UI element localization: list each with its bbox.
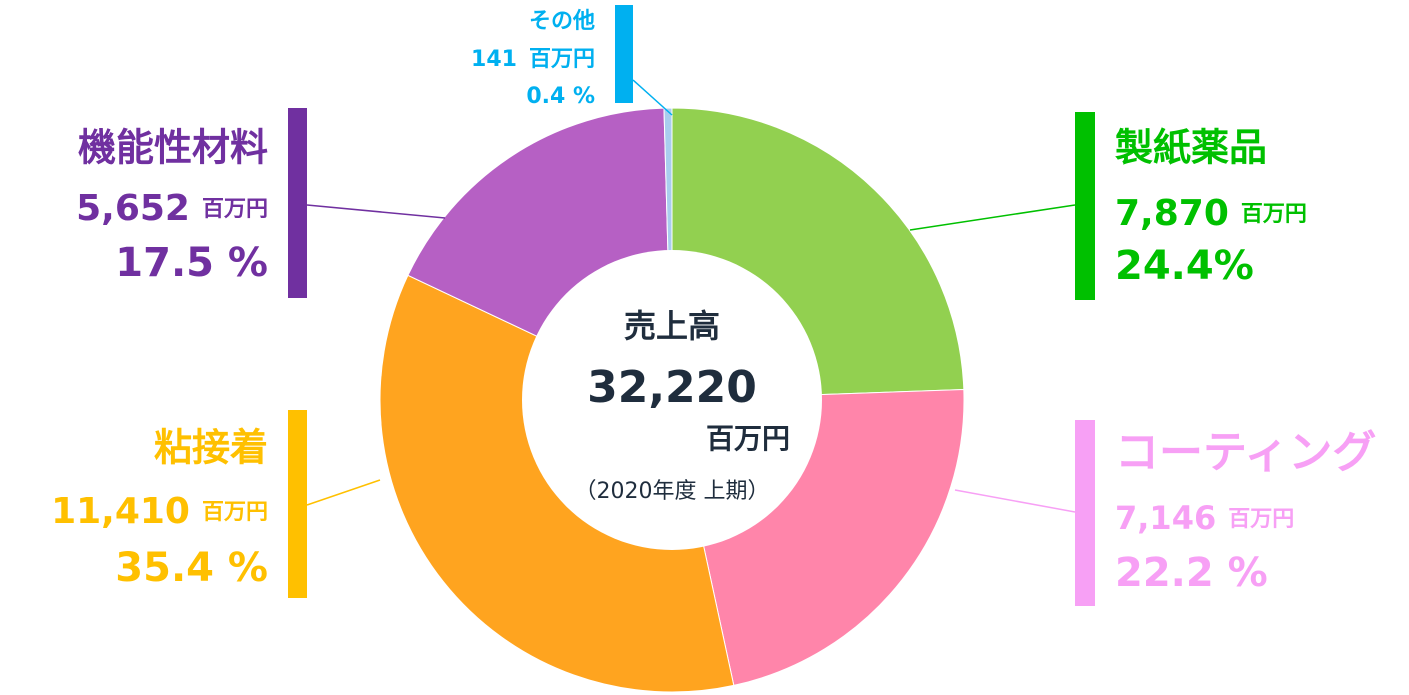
percent-label: 35.4 %	[115, 545, 268, 591]
value-label: 5,652 百万円	[76, 188, 268, 229]
value-label: 7,870 百万円	[1115, 193, 1307, 234]
label-bar	[1075, 420, 1095, 606]
value-label: 141 百万円	[471, 47, 595, 72]
label-bar	[1075, 112, 1095, 300]
unit: 百万円	[1241, 202, 1307, 227]
category-label: 製紙薬品	[1115, 126, 1267, 170]
percent-label: 22.2 %	[1115, 550, 1268, 596]
unit: 百万円	[529, 47, 595, 72]
category-label: その他	[529, 9, 595, 34]
leader-line	[306, 204, 446, 219]
value: 11,410	[51, 491, 190, 532]
label-bar	[288, 410, 307, 598]
percent-label: 17.5 %	[115, 240, 268, 286]
period: （2020年度 上期）	[575, 479, 770, 504]
center-title: 売上高	[624, 307, 720, 345]
value: 141	[471, 47, 517, 72]
leader-line	[632, 79, 673, 116]
value: 7,870	[1115, 193, 1229, 234]
value-label: 7,146 百万円	[1115, 499, 1294, 537]
label-bar	[615, 5, 633, 103]
value: 7,146	[1115, 499, 1216, 537]
value-label: 11,410 百万円	[51, 491, 268, 532]
label-bar	[288, 108, 307, 298]
value: 5,652	[76, 188, 190, 229]
unit: 百万円	[202, 197, 268, 222]
category-label: 機能性材料	[78, 126, 268, 170]
unit: 百万円	[1228, 507, 1294, 532]
donut-hole	[522, 250, 822, 550]
total: 32,220	[587, 362, 757, 413]
category-label: コーティング	[1115, 427, 1376, 478]
leader-line	[954, 489, 1076, 513]
percent-label: 0.4 %	[526, 84, 595, 109]
leader-line	[909, 204, 1076, 231]
leader-line	[306, 479, 381, 506]
percent-label: 24.4%	[1115, 243, 1254, 289]
category-label: 粘接着	[154, 426, 268, 470]
unit: 百万円	[202, 500, 268, 525]
total-unit: 百万円	[706, 422, 790, 455]
donut	[379, 107, 965, 693]
